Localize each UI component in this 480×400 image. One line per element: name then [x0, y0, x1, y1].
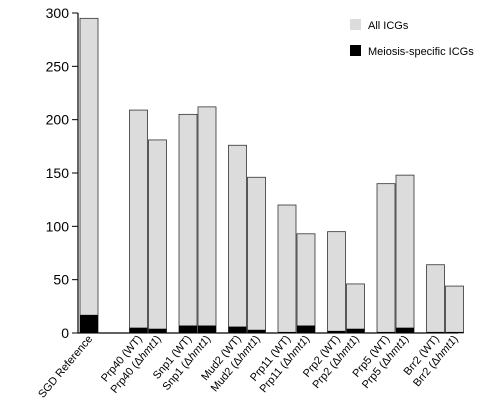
- bar-meiosis-specific-icgs: [377, 331, 395, 333]
- bar-meiosis-specific-icgs: [179, 325, 197, 333]
- y-tick-label: 250: [46, 58, 70, 74]
- bar-meiosis-specific-icgs: [247, 329, 266, 333]
- y-tick-label: 300: [46, 5, 70, 21]
- bar-all-icgs: [247, 176, 266, 334]
- bar-all-icgs: [346, 283, 365, 334]
- bar-meiosis-specific-icgs: [297, 325, 315, 333]
- x-tick-label-suffix: ): [350, 333, 362, 344]
- bar-all-icgs: [445, 285, 464, 334]
- bar-all-icgs: [197, 106, 217, 334]
- bar-all-icgs: [395, 174, 415, 334]
- bar-all-icgs: [327, 231, 346, 334]
- x-tick-label-suffix: ): [301, 333, 313, 344]
- bar-all-icgs: [129, 109, 148, 334]
- legend-label: All ICGs: [368, 20, 409, 32]
- y-tick-label: 50: [53, 272, 69, 288]
- legend-swatch: [350, 19, 361, 30]
- bar-meiosis-specific-icgs: [80, 314, 98, 333]
- x-tick-label-suffix: ): [449, 333, 461, 344]
- bar-all-icgs: [296, 233, 316, 334]
- bar-meiosis-specific-icgs: [198, 325, 216, 333]
- bar-all-icgs: [277, 204, 297, 334]
- bars: [79, 17, 464, 334]
- bar-all-icgs: [79, 17, 99, 334]
- bar-meiosis-specific-icgs: [426, 331, 445, 333]
- bar-meiosis-specific-icgs: [445, 331, 464, 333]
- y-tick-label: 200: [46, 112, 70, 128]
- y-tick-label: 150: [46, 165, 70, 181]
- bar-meiosis-specific-icgs: [327, 330, 346, 333]
- legend-swatch: [350, 45, 361, 56]
- bar-meiosis-specific-icgs: [129, 327, 148, 333]
- bar-all-icgs: [376, 183, 396, 334]
- bar-meiosis-specific-icgs: [278, 331, 296, 333]
- bar-all-icgs: [178, 113, 198, 334]
- bar-all-icgs: [426, 264, 445, 334]
- x-tick-label-suffix: ): [202, 333, 214, 344]
- x-tick-label-text: SGD Reference: [36, 333, 95, 400]
- bar-meiosis-specific-icgs: [346, 328, 365, 333]
- y-tick-label: 100: [46, 218, 70, 234]
- bar-meiosis-specific-icgs: [396, 327, 414, 333]
- x-tick-label-suffix: ): [400, 333, 412, 344]
- legend-label: Meiosis-specific ICGs: [368, 46, 474, 58]
- bar-meiosis-specific-icgs: [148, 328, 167, 333]
- y-tick-label: 0: [61, 325, 69, 341]
- legend: All ICGs Meiosis-specific ICGs: [350, 19, 474, 58]
- bar-meiosis-specific-icgs: [228, 326, 247, 333]
- bar-all-icgs: [228, 144, 247, 334]
- bar-all-icgs: [148, 139, 167, 334]
- category-labels: SGD Reference Prp40 (WT)Prp40 (Δhmt1)Snp1…: [36, 333, 461, 400]
- x-tick-label-suffix: ): [251, 333, 263, 344]
- x-tick-label: SGD Reference: [36, 333, 95, 400]
- x-tick-label-suffix: ): [152, 333, 164, 344]
